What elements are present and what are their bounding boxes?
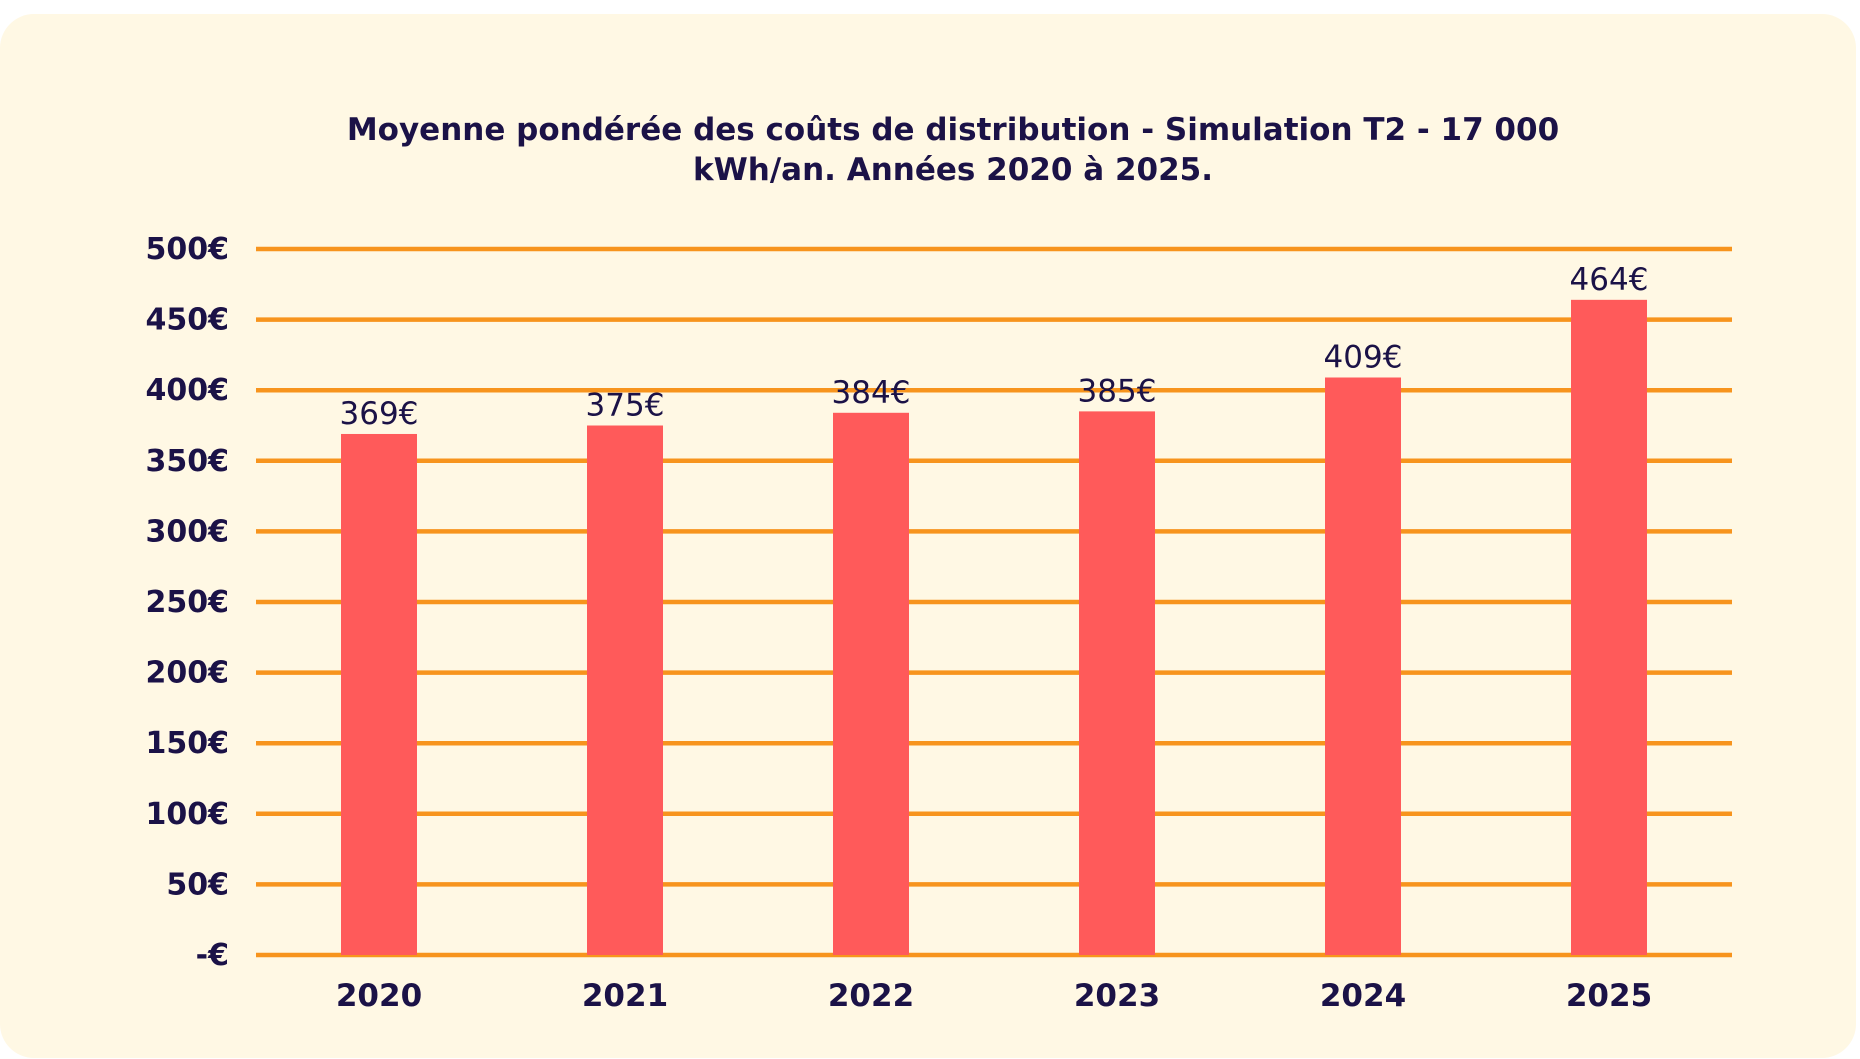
bar-2020 xyxy=(341,433,417,955)
x-category-label: 2022 xyxy=(828,978,914,1014)
y-tick-label: 500€ xyxy=(146,232,230,267)
y-tick-label: -€ xyxy=(196,938,229,973)
gridlines xyxy=(256,246,1732,958)
chart-title-line-2: kWh/an. Années 2020 à 2025. xyxy=(692,152,1214,188)
bars xyxy=(341,299,1647,955)
y-tick-label: 350€ xyxy=(146,444,230,479)
y-tick-label: 50€ xyxy=(166,867,229,902)
y-tick-label: 100€ xyxy=(146,797,230,832)
y-tick-label: 200€ xyxy=(146,656,230,691)
bar-2021 xyxy=(587,425,663,955)
x-category-label: 2023 xyxy=(1074,978,1160,1014)
bar-2025 xyxy=(1571,299,1647,955)
chart-title: Moyenne pondérée des coûts de distributi… xyxy=(0,110,1860,190)
y-tick-label: 150€ xyxy=(146,726,230,761)
y-tick-label: 300€ xyxy=(146,514,230,549)
data-label: 375€ xyxy=(586,388,665,424)
data-label: 369€ xyxy=(340,396,419,432)
y-tick-label: 250€ xyxy=(146,585,230,620)
bar-2022 xyxy=(833,412,909,955)
y-tick-label: 450€ xyxy=(146,303,230,338)
data-labels: 369€ 375€ 384€ 385€ 409€ 464€ xyxy=(340,262,1649,432)
x-category-label: 2021 xyxy=(582,978,668,1014)
x-category-label: 2024 xyxy=(1320,978,1406,1014)
y-axis-tick-labels: -€ 50€ 100€ 150€ 200€ 250€ 300€ 350€ 400€ 450€ 500… xyxy=(146,232,230,973)
bar-2023 xyxy=(1079,411,1155,955)
data-label: 385€ xyxy=(1078,373,1157,409)
x-axis-category-labels: 2020 2021 2022 2023 2024 2025 xyxy=(336,978,1652,1014)
bar-2024 xyxy=(1325,377,1401,955)
data-label: 409€ xyxy=(1324,339,1403,375)
data-label: 384€ xyxy=(832,375,911,411)
x-category-label: 2020 xyxy=(336,978,422,1014)
y-tick-label: 400€ xyxy=(146,373,230,408)
x-category-label: 2025 xyxy=(1566,978,1652,1014)
chart-title-line-1: Moyenne pondérée des coûts de distributi… xyxy=(346,112,1560,148)
data-label: 464€ xyxy=(1570,262,1649,298)
